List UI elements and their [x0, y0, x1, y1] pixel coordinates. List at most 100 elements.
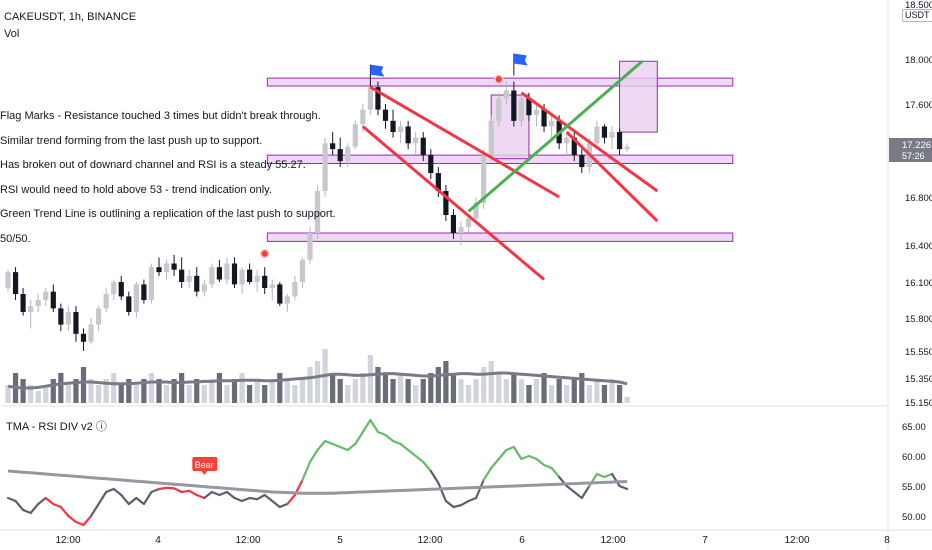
volume-bar	[526, 385, 532, 403]
volume-bar	[473, 379, 479, 403]
volume-bar	[428, 373, 434, 403]
rsi-segment	[203, 490, 213, 500]
rsi-segment	[459, 499, 470, 507]
volume-bar	[450, 373, 457, 403]
candle-body	[503, 90, 509, 99]
rsi-segment	[346, 442, 357, 452]
rsi-segment	[475, 478, 485, 500]
drawn-channel-lines[interactable]	[361, 60, 659, 281]
volume-bar	[5, 385, 11, 403]
rsi-tick-label: 55.00	[902, 482, 926, 493]
rsi-segment	[301, 460, 312, 482]
rsi-segment	[286, 493, 296, 506]
candle-body	[133, 284, 139, 312]
volume-bar	[209, 379, 215, 403]
candle-body	[624, 146, 630, 150]
current-price-badge	[889, 138, 932, 162]
candle-body	[96, 308, 102, 325]
rsi-segment	[173, 487, 183, 494]
rsi-segment	[535, 457, 546, 467]
rsi-segment	[429, 469, 440, 485]
rsi-segment	[278, 502, 289, 509]
volume-legend[interactable]: Vol	[4, 28, 20, 40]
note-line: Has broken out of downard channel and RS…	[0, 159, 306, 172]
rsi-segment	[256, 493, 266, 501]
rsi-segment	[6, 496, 17, 503]
rsi-segment	[339, 445, 349, 452]
note-line: Green Trend Line is outlining a replicat…	[0, 208, 336, 221]
volume-bar	[262, 385, 268, 403]
volume-bar	[518, 379, 524, 403]
candle-body	[337, 149, 343, 162]
rsi-segment	[210, 490, 221, 497]
volume-bar	[337, 379, 343, 403]
candle-body	[171, 263, 177, 270]
price-tick-label: 15.350	[905, 374, 932, 385]
candle-body	[549, 120, 555, 127]
rsi-segment	[74, 520, 85, 527]
candle-body	[163, 263, 170, 273]
rsi-segment	[112, 487, 123, 497]
candle-body	[345, 146, 351, 162]
rsi-tick-label: 65.00	[902, 422, 926, 433]
candle-body	[307, 233, 313, 260]
candle-body	[435, 173, 441, 192]
volume-bar	[352, 379, 358, 403]
volume-bar	[20, 379, 26, 403]
candle-body	[148, 267, 155, 300]
price-tick-label: 18.000	[905, 55, 932, 66]
symbol-legend[interactable]: CAKEUSDT, 1h, BINANCE	[4, 11, 137, 23]
rsi-segment	[14, 499, 25, 512]
rsi-segment	[195, 493, 206, 500]
volume-bar	[420, 379, 426, 403]
rsi-segment	[482, 466, 493, 482]
volume-bar	[496, 373, 502, 403]
bear-badge-label: Bear	[195, 460, 214, 470]
volume-bar	[216, 373, 222, 403]
candle-body	[239, 269, 245, 285]
candle-body	[382, 109, 389, 121]
candle-body	[179, 269, 185, 282]
rsi-segment	[44, 496, 55, 506]
volume-bar	[586, 385, 592, 403]
rsi-segment	[218, 490, 229, 497]
volume-bar	[269, 379, 275, 403]
volume-bar	[194, 379, 200, 403]
volume-bar	[171, 379, 177, 403]
volume-bar	[201, 385, 207, 403]
candle-body	[126, 296, 132, 312]
rsi-segment	[97, 490, 108, 506]
price-tick-label: 15.150	[905, 398, 932, 409]
volume-bar	[413, 385, 419, 403]
candle-body	[20, 294, 26, 312]
rsi-indicator-title[interactable]: TMA - RSI DIV v2 ⓘ	[6, 421, 107, 433]
volume-bar	[141, 379, 147, 403]
time-tick-label: 5	[337, 535, 343, 546]
unit-badge: USDT	[902, 9, 932, 22]
price-axis[interactable]: 18.500 18.000 17.600 16.800 16.400 16.100 15.8…	[889, 0, 932, 523]
volume-bar	[533, 379, 540, 403]
candle-body	[141, 284, 147, 300]
range-box	[619, 60, 658, 133]
volume-bar	[549, 385, 555, 403]
rsi-segment	[565, 484, 576, 494]
candle-body	[58, 308, 64, 325]
alert-dot-icon	[494, 74, 504, 84]
candle-body	[375, 87, 381, 110]
volume-bar	[88, 379, 94, 403]
price-tick-label: 15.550	[905, 347, 932, 358]
rsi-segment	[165, 486, 176, 490]
resistance-zone	[266, 232, 734, 242]
candle-body	[481, 155, 487, 203]
volume-bar	[564, 385, 570, 403]
candle-body	[594, 126, 600, 144]
rsi-segment	[512, 445, 523, 461]
candle-body	[322, 143, 328, 192]
volume-bar	[35, 391, 41, 403]
rsi-segment	[603, 472, 614, 479]
volume-ma-line	[7, 371, 628, 390]
time-axis[interactable]: 12:00 4 12:00 5 12:00 6 12:00 7 12:00 8	[55, 535, 890, 546]
rsi-segment	[22, 508, 32, 515]
price-tick-label: 16.800	[905, 193, 932, 204]
